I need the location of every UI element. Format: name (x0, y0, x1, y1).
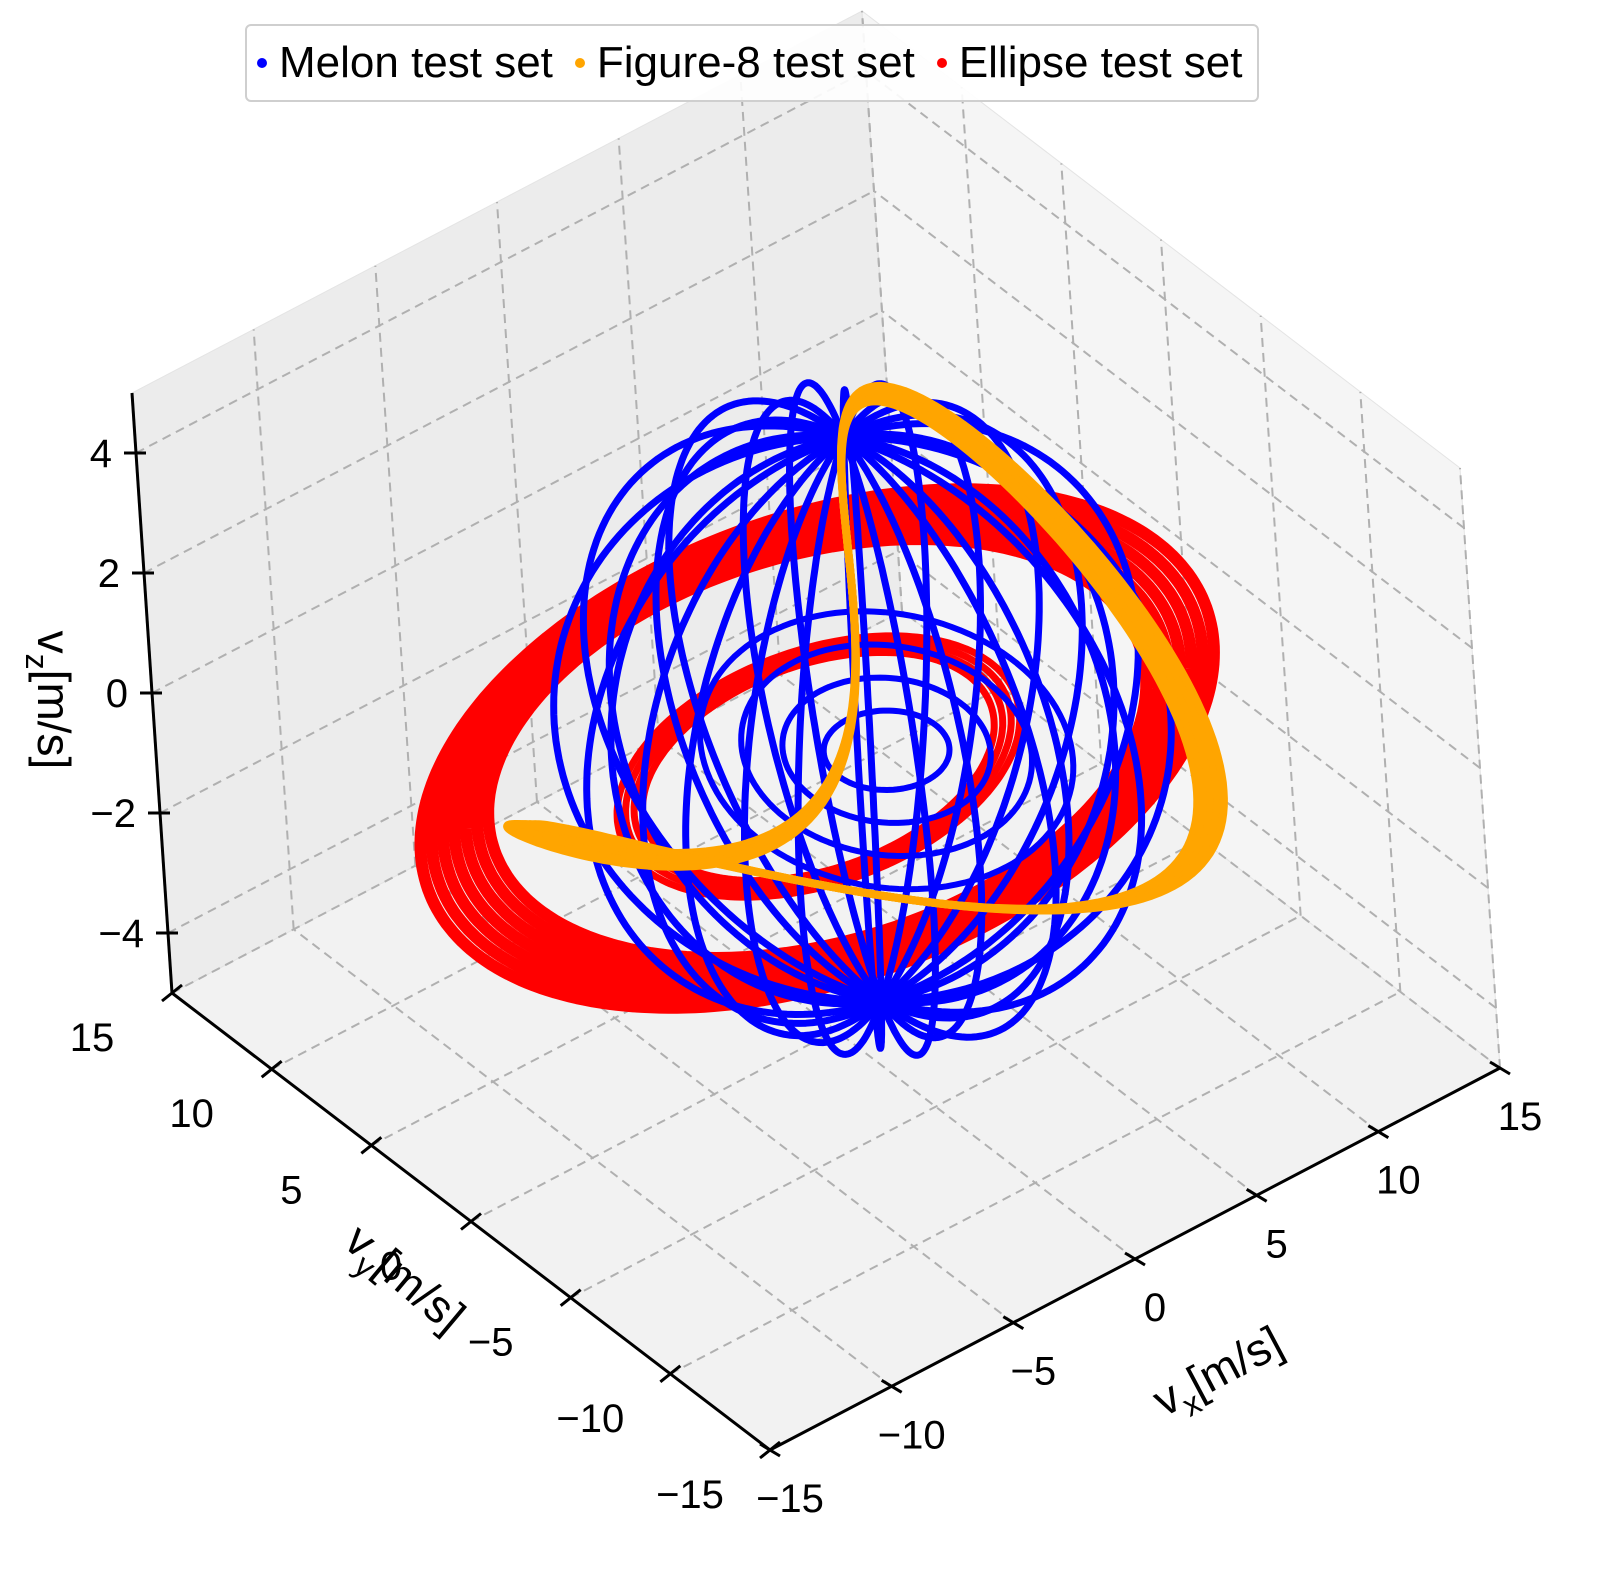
x-tick-label: 15 (1498, 1095, 1543, 1139)
tick-labels: −15 −10 −5 0 5 10 15 −15 −10 −5 0 5 10 15 −4 −2 0 2 4 (70, 432, 1543, 1521)
melon-inner-curve (779, 674, 994, 826)
legend-item-ellipse: Ellipse test set (936, 38, 1243, 88)
melon-loop-curve (607, 430, 1118, 1008)
gridline-back-x (739, 74, 782, 675)
legend: Melon test set Figure-8 test set Ellipse… (245, 24, 1259, 102)
gridline-back-z (151, 310, 883, 694)
data-curves (414, 379, 1228, 1059)
legend-label-melon: Melon test set (279, 38, 553, 87)
x-tick-mark (1367, 1124, 1390, 1139)
y-tick-label: 0 (380, 1245, 402, 1289)
gridline-floor-y (669, 990, 1401, 1375)
y-axis-label: vy[m/s] (330, 1213, 475, 1349)
gridline-floor-y (570, 914, 1302, 1299)
x-tick-mark (880, 1379, 903, 1394)
y-tick-label: 10 (169, 1092, 214, 1136)
y-tick-mark (161, 983, 183, 1003)
melon-inner-curve (738, 641, 1035, 859)
y-tick-mark (559, 1288, 582, 1307)
x-tick-mark (1124, 1251, 1146, 1267)
ellipse-outer-curve (437, 500, 1198, 997)
z-tick-label: −2 (90, 792, 136, 836)
x-tick-mark (1245, 1188, 1268, 1203)
x-tick-mark (1002, 1315, 1025, 1330)
x-tick-label: −15 (756, 1477, 824, 1521)
x-axis-label: vx[m/s] (1144, 1315, 1295, 1434)
z-axis-label: vz[m/s] (19, 631, 80, 770)
y-tick-label: −15 (656, 1473, 724, 1517)
melon-loop-curve (579, 422, 1146, 1016)
legend-label-figure8: Figure-8 test set (596, 38, 915, 87)
melon-loop-curve (605, 431, 1120, 1007)
melon-loop-curve (739, 396, 986, 1042)
y-tick-label: −10 (556, 1397, 624, 1441)
gridline-back-z (135, 70, 867, 454)
legend-item-figure8: Figure-8 test set (574, 38, 915, 88)
axis-lines (124, 392, 1511, 1460)
legend-marker-melon (257, 58, 267, 68)
x-tick-label: 5 (1266, 1222, 1288, 1266)
gridline-back-z (143, 190, 875, 574)
gridline-side-y (960, 87, 1003, 688)
legend-marker-figure8 (574, 58, 585, 68)
gridline-back-z (159, 430, 891, 814)
y-tick-mark (460, 1212, 482, 1231)
ellipse-outer-curve (448, 508, 1187, 989)
gridline-side-z (881, 310, 1481, 769)
z-tick-label: 4 (90, 432, 112, 476)
gridline-floor-y (271, 686, 1003, 1071)
gridline-back-x (617, 138, 660, 739)
gridline-side-z (873, 190, 1473, 649)
melon-loop-curve (665, 397, 1060, 1041)
y-tick-mark (759, 1440, 781, 1460)
legend-label-ellipse: Ellipse test set (958, 38, 1243, 87)
z-tick-label: 0 (106, 672, 128, 716)
legend-marker-ellipse (936, 58, 947, 68)
x-tick-label: −10 (878, 1413, 946, 1457)
x-tick-label: 10 (1376, 1159, 1421, 1203)
legend-item-melon: Melon test set (257, 38, 553, 88)
y-tick-mark (360, 1136, 383, 1155)
x-tick-label: 0 (1144, 1286, 1166, 1330)
z-tick-label: −4 (98, 912, 144, 956)
figure8-curve (503, 381, 1228, 915)
y-tick-mark (260, 1059, 283, 1079)
gridline-floor-y (171, 610, 903, 994)
z-tick-label: 2 (98, 552, 120, 596)
ellipse-outer-curve (414, 483, 1220, 1014)
x-tick-mark (1489, 1060, 1511, 1076)
gridline-side-y (1259, 315, 1302, 916)
y-tick-label: 15 (70, 1016, 115, 1060)
x-tick-label: −5 (1011, 1350, 1057, 1394)
gridline-side-z (865, 70, 1465, 529)
y-tick-mark (659, 1364, 682, 1384)
y-tick-label: −5 (468, 1321, 514, 1365)
ellipse-inner-curve (622, 637, 1015, 896)
ellipse-inner-curve (613, 632, 1024, 901)
gridline-back-z (167, 550, 899, 934)
y-tick-label: 5 (280, 1168, 302, 1212)
